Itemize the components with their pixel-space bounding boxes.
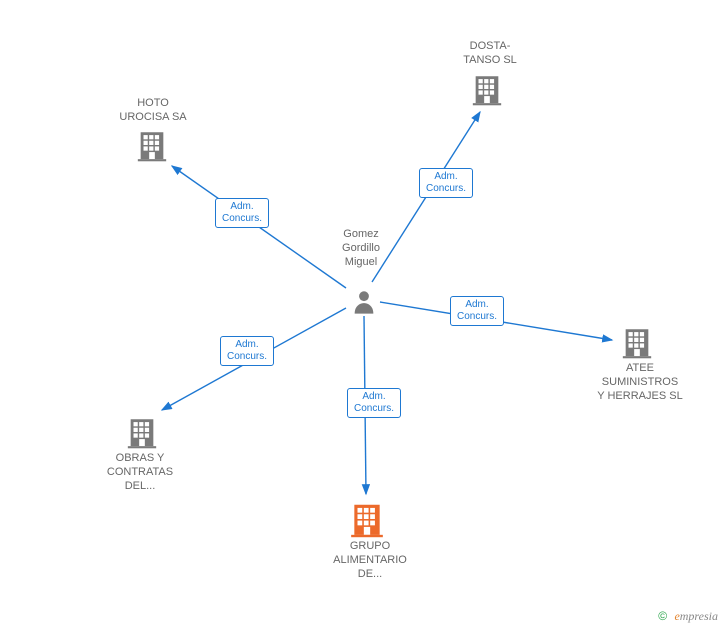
building-icon[interactable] <box>125 415 159 454</box>
copyright-symbol: © <box>658 609 667 623</box>
edge-label: Adm. Concurs. <box>347 388 401 418</box>
building-icon[interactable] <box>620 325 654 364</box>
diagram-canvas: Adm. Concurs. Adm. Concurs. Adm. Concurs. A… <box>0 0 728 630</box>
node-label: ATEE SUMINISTROS Y HERRAJES SL <box>580 362 700 403</box>
nodes-layer: Adm. Concurs. Adm. Concurs. Adm. Concurs. A… <box>0 0 728 630</box>
node-label: OBRAS Y CONTRATAS DEL... <box>90 452 190 493</box>
node-label: GRUPO ALIMENTARIO DE... <box>310 540 430 581</box>
person-icon[interactable] <box>350 288 378 321</box>
edge-label: Adm. Concurs. <box>220 336 274 366</box>
node-label: HOTO UROCISA SA <box>98 97 208 125</box>
edge-label: Adm. Concurs. <box>419 168 473 198</box>
building-icon[interactable] <box>348 500 386 543</box>
brand-rest: mpresia <box>680 609 718 623</box>
building-icon[interactable] <box>135 128 169 167</box>
edge-label: Adm. Concurs. <box>450 296 504 326</box>
center-label: Gomez Gordillo Miguel <box>326 228 396 269</box>
watermark: © empresia <box>658 609 718 624</box>
node-label: DOSTA- TANSO SL <box>440 40 540 68</box>
building-icon[interactable] <box>470 72 504 111</box>
edge-label: Adm. Concurs. <box>215 198 269 228</box>
